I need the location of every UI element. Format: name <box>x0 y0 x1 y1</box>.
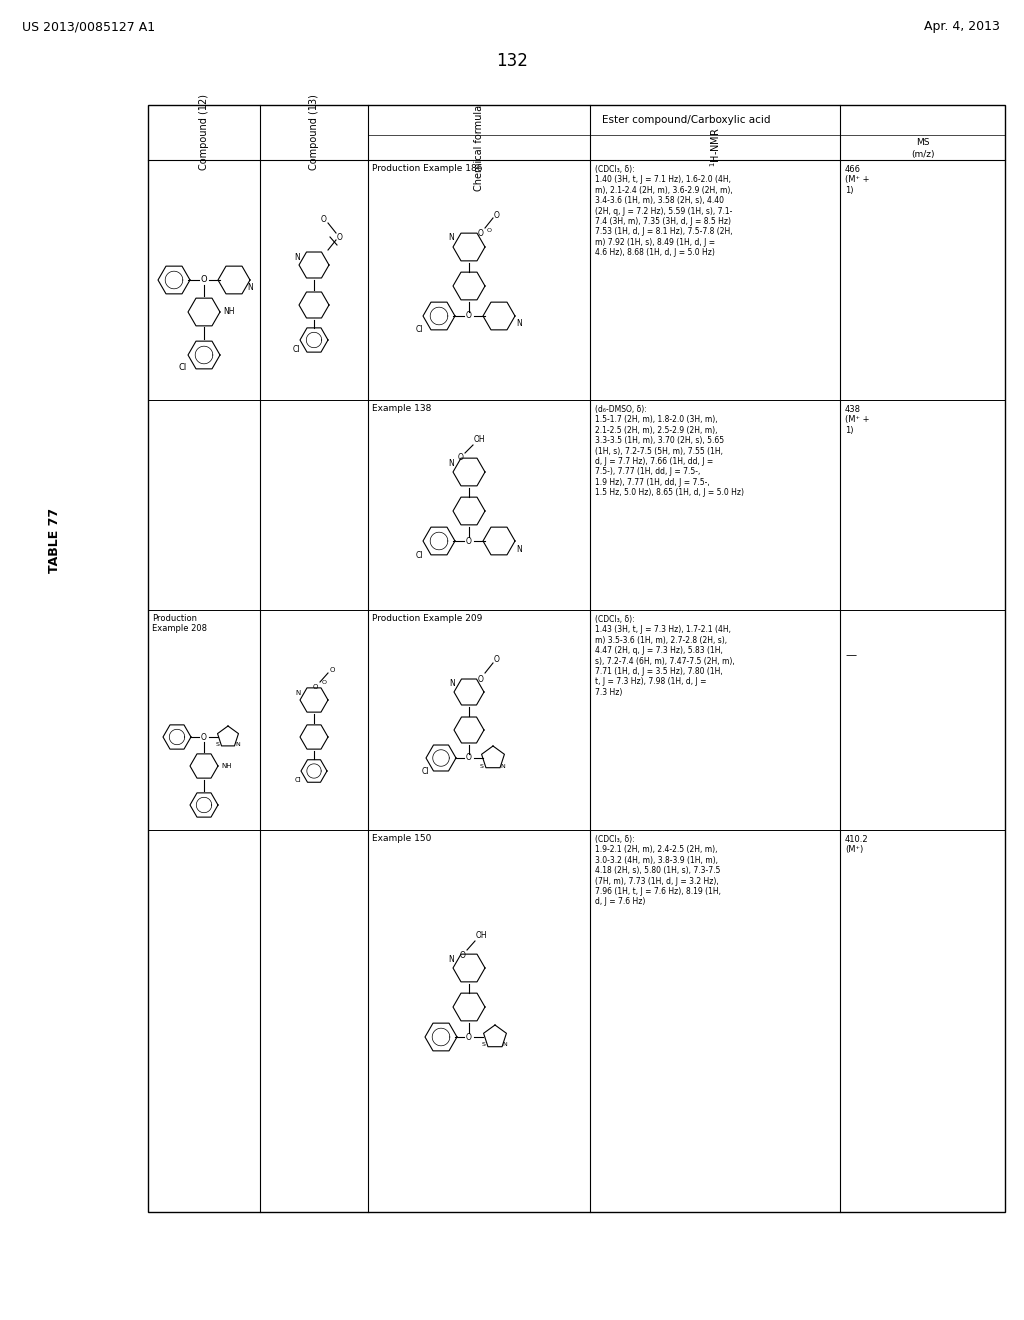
Text: Production Example 186: Production Example 186 <box>372 164 482 173</box>
Text: OH: OH <box>475 932 486 940</box>
Text: N: N <box>247 284 253 293</box>
Text: O: O <box>477 675 483 684</box>
Text: O: O <box>457 453 463 462</box>
Text: O: O <box>330 667 335 673</box>
Text: O: O <box>312 684 318 690</box>
Text: O: O <box>322 215 327 224</box>
Text: N: N <box>501 763 506 768</box>
Bar <box>148 106 1005 1212</box>
Text: N: N <box>503 1043 507 1048</box>
Text: —: — <box>845 649 856 660</box>
Text: (CDCl₃, δ):
1.40 (3H, t, J = 7.1 Hz), 1.6-2.0 (4H,
m), 2.1-2.4 (2H, m), 3.6-2.9 : (CDCl₃, δ): 1.40 (3H, t, J = 7.1 Hz), 1.… <box>595 165 733 257</box>
Text: N: N <box>449 954 454 964</box>
Text: NH: NH <box>221 763 231 770</box>
Text: (d₆-DMSO, δ):
1.5-1.7 (2H, m), 1.8-2.0 (3H, m),
2.1-2.5 (2H, m), 2.5-2.9 (2H, m): (d₆-DMSO, δ): 1.5-1.7 (2H, m), 1.8-2.0 (… <box>595 405 744 498</box>
Text: Cl: Cl <box>416 326 423 334</box>
Text: N: N <box>236 742 241 747</box>
Text: MS: MS <box>915 139 929 147</box>
Text: Example 150: Example 150 <box>372 834 431 843</box>
Text: Compound (13): Compound (13) <box>309 95 319 170</box>
Text: N: N <box>449 234 454 243</box>
Text: (CDCl₃, δ):
1.43 (3H, t, J = 7.3 Hz), 1.7-2.1 (4H,
m) 3.5-3.6 (1H, m), 2.7-2.8 (: (CDCl₃, δ): 1.43 (3H, t, J = 7.3 Hz), 1.… <box>595 615 735 697</box>
Text: Production
Example 208: Production Example 208 <box>152 614 207 634</box>
Text: Production Example 209: Production Example 209 <box>372 614 482 623</box>
Text: Chemical formula: Chemical formula <box>474 104 484 190</box>
Text: N: N <box>449 458 454 467</box>
Text: O: O <box>201 276 207 285</box>
Text: Cl: Cl <box>179 363 187 372</box>
Text: TABLE 77: TABLE 77 <box>48 507 61 573</box>
Text: N: N <box>295 690 301 696</box>
Text: Cl: Cl <box>421 767 429 776</box>
Text: OH: OH <box>473 436 484 445</box>
Text: Cl: Cl <box>295 777 301 783</box>
Text: O: O <box>486 227 492 232</box>
Text: Compound (12): Compound (12) <box>199 95 209 170</box>
Text: Cl: Cl <box>292 346 300 355</box>
Text: O: O <box>322 681 327 685</box>
Text: N: N <box>516 544 522 553</box>
Text: O: O <box>337 232 343 242</box>
Text: S: S <box>482 1043 486 1048</box>
Text: N: N <box>294 252 300 261</box>
Text: 466
(M⁺ +
1): 466 (M⁺ + 1) <box>845 165 869 195</box>
Text: O: O <box>494 656 500 664</box>
Text: Ester compound/Carboxylic acid: Ester compound/Carboxylic acid <box>602 115 771 125</box>
Text: (m/z): (m/z) <box>910 150 934 158</box>
Text: O: O <box>466 312 472 321</box>
Text: NH: NH <box>223 308 234 317</box>
Text: Apr. 4, 2013: Apr. 4, 2013 <box>924 20 1000 33</box>
Text: 438
(M⁺ +
1): 438 (M⁺ + 1) <box>845 405 869 434</box>
Text: S: S <box>480 763 484 768</box>
Text: N: N <box>516 319 522 329</box>
Text: 132: 132 <box>496 51 528 70</box>
Text: (CDCl₃, δ):
1.9-2.1 (2H, m), 2.4-2.5 (2H, m),
3.0-3.2 (4H, m), 3.8-3.9 (1H, m),
: (CDCl₃, δ): 1.9-2.1 (2H, m), 2.4-2.5 (2H… <box>595 836 721 907</box>
Text: 410.2
(M⁺): 410.2 (M⁺) <box>845 836 868 854</box>
Text: S: S <box>216 742 220 747</box>
Text: Cl: Cl <box>416 550 423 560</box>
Text: $^1$H-NMR: $^1$H-NMR <box>709 128 722 168</box>
Text: O: O <box>201 733 207 742</box>
Text: O: O <box>466 1032 472 1041</box>
Text: Example 138: Example 138 <box>372 404 431 413</box>
Text: O: O <box>466 754 472 763</box>
Text: O: O <box>494 210 500 219</box>
Text: US 2013/0085127 A1: US 2013/0085127 A1 <box>22 20 155 33</box>
Text: O: O <box>459 950 465 960</box>
Text: O: O <box>477 230 483 239</box>
Text: N: N <box>450 680 455 689</box>
Text: O: O <box>466 536 472 545</box>
